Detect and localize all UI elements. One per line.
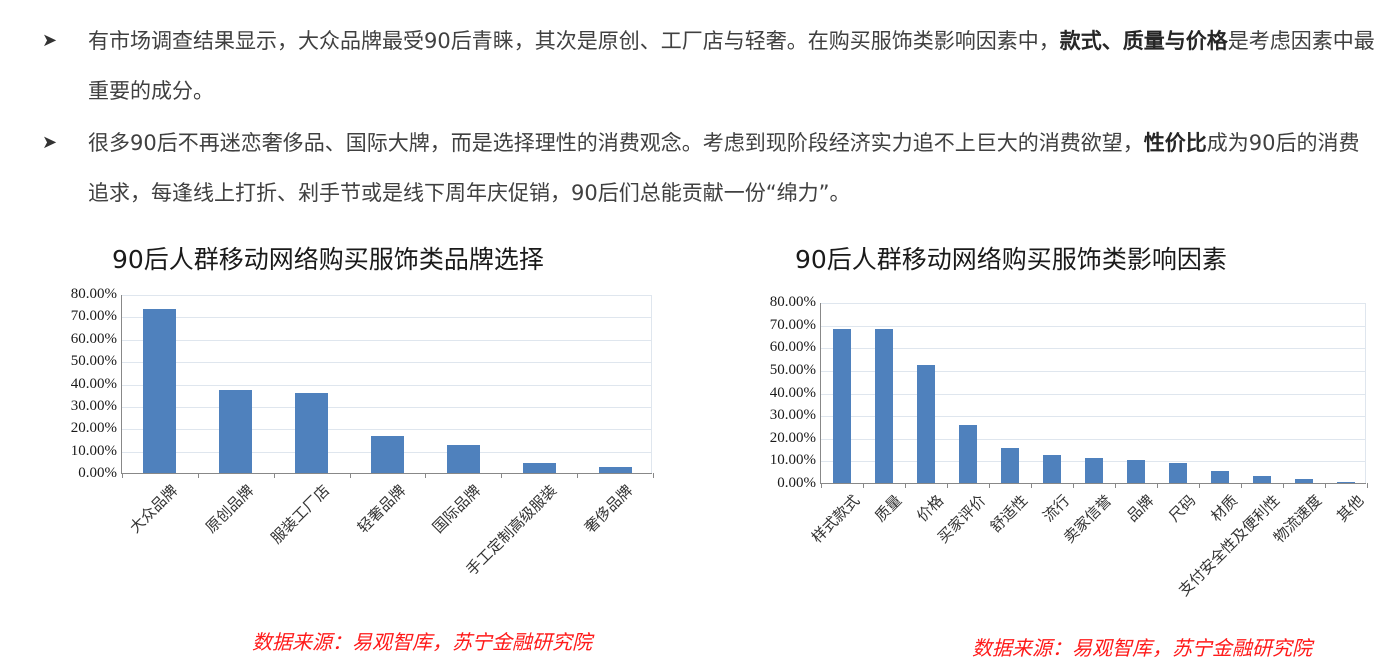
bar <box>959 424 977 483</box>
y-tick-label: 70.00% <box>70 308 117 325</box>
x-tick-mark <box>349 473 351 478</box>
y-tick-label: 0.00% <box>78 465 117 481</box>
bar <box>522 462 556 473</box>
plot-area <box>820 303 1368 488</box>
x-tick-mark <box>197 473 199 478</box>
bar <box>917 364 935 483</box>
bullet-item-1: ➤ 有市场调查结果显示，大众品牌最受90后青睐，其次是原创、工厂店与轻奢。在购买… <box>40 16 1380 116</box>
x-tick-mark <box>1031 483 1032 488</box>
y-tick-label: 80.00% <box>70 286 117 302</box>
bar <box>1169 463 1187 483</box>
bar <box>295 392 329 473</box>
source-note: 数据来源：易观智库，苏宁金融研究院 <box>972 636 1312 660</box>
y-tick-label: 20.00% <box>769 429 816 446</box>
bar <box>143 309 177 473</box>
y-tick-label: 50.00% <box>769 361 816 378</box>
bar <box>1127 459 1145 483</box>
bar <box>1253 476 1271 483</box>
x-tick-mark <box>863 483 864 488</box>
x-tick-mark <box>947 483 948 488</box>
x-tick-mark <box>1325 483 1326 488</box>
bar <box>1085 458 1103 483</box>
y-tick-label: 60.00% <box>70 330 117 347</box>
x-tick-mark <box>425 473 427 478</box>
bar <box>371 436 404 473</box>
source-note: 数据来源：易观智库，苏宁金融研究院 <box>252 630 592 654</box>
bar <box>1337 481 1355 483</box>
y-tick-label: 40.00% <box>70 375 117 392</box>
gridline <box>122 429 652 431</box>
bullet-list: ➤ 有市场调查结果显示，大众品牌最受90后青睐，其次是原创、工厂店与轻奢。在购买… <box>40 16 1380 220</box>
x-tick-mark <box>1199 483 1200 488</box>
bar <box>1043 455 1061 483</box>
bullet-text-bold: 款式、质量与价格 <box>1059 29 1228 53</box>
gridline <box>821 416 1366 418</box>
x-tick-mark <box>1367 483 1368 488</box>
gridline <box>122 339 652 341</box>
brand-choice-chart: 90后人群移动网络购买服饰类品牌选择 数据来源：易观智库，苏宁金融研究院 0.0… <box>70 245 654 654</box>
y-tick-label: 40.00% <box>769 384 816 401</box>
y-tick-label: 30.00% <box>769 407 816 424</box>
bar <box>446 445 480 473</box>
bullet-text: 成为90后的消费追求，每逢线上打折、剁手节或是线下周年庆促销，90后们总能贡献一… <box>88 131 1360 205</box>
chart-title: 90后人群移动网络购买服饰类影响因素 <box>795 245 1227 274</box>
x-tick-mark <box>577 473 579 478</box>
y-tick-label: 50.00% <box>70 353 117 370</box>
bar <box>219 390 253 473</box>
y-tick-label: 30.00% <box>70 397 117 414</box>
x-tick-mark <box>1283 483 1284 488</box>
bullet-text: 有市场调查结果显示，大众品牌最受90后青睐，其次是原创、工厂店与轻奢。在购买服饰… <box>88 29 1060 53</box>
chart-title: 90后人群移动网络购买服饰类品牌选择 <box>112 245 544 274</box>
bullet-item-2: ➤ 很多90后不再迷恋奢侈品、国际大牌，而是选择理性的消费观念。考虑到现阶段经济… <box>40 118 1380 218</box>
x-tick-mark <box>989 483 990 488</box>
arrow-bullet-icon: ➤ <box>42 132 58 153</box>
bar <box>1295 478 1313 483</box>
y-tick-label: 60.00% <box>769 339 816 356</box>
x-tick-mark <box>1157 483 1158 488</box>
plot-area <box>121 295 654 478</box>
gridline <box>821 393 1366 395</box>
gridline <box>122 406 652 408</box>
gridline <box>122 317 652 319</box>
bullet-text-bold: 性价比 <box>1143 131 1207 155</box>
bar <box>1211 470 1229 483</box>
gridline <box>821 438 1366 440</box>
y-tick-label: 10.00% <box>769 452 816 469</box>
bar <box>875 329 893 483</box>
gridline <box>122 362 652 364</box>
x-tick-mark <box>653 473 654 478</box>
x-tick-label: 样式款式 <box>807 491 864 547</box>
x-tick-label: 质量 <box>871 491 906 526</box>
y-tick-label: 80.00% <box>769 294 816 310</box>
y-tick-label: 10.00% <box>70 442 117 459</box>
x-tick-label: 尺码 <box>1165 491 1200 526</box>
x-tick-mark <box>821 483 822 488</box>
gridline <box>821 325 1366 327</box>
y-tick-label: 70.00% <box>769 316 816 333</box>
x-tick-mark <box>905 483 906 488</box>
bar <box>833 328 851 483</box>
x-tick-mark <box>1073 483 1074 488</box>
bar <box>1001 447 1019 483</box>
arrow-bullet-icon: ➤ <box>42 30 58 51</box>
x-tick-label: 品牌 <box>1123 491 1158 526</box>
y-tick-label: 20.00% <box>70 420 117 437</box>
x-tick-mark <box>501 473 503 478</box>
x-tick-label: 舒适性 <box>986 491 1032 536</box>
gridline <box>821 370 1366 372</box>
gridline <box>821 348 1366 350</box>
y-tick-label: 0.00% <box>777 475 816 491</box>
bar <box>598 466 632 473</box>
x-tick-mark <box>1115 483 1116 488</box>
bullet-text: 是考虑因素中最重要的成分。 <box>88 29 1375 103</box>
x-tick-mark <box>273 473 275 478</box>
x-tick-mark <box>1241 483 1242 488</box>
x-tick-mark <box>122 473 123 478</box>
x-tick-label: 其他 <box>1333 491 1368 526</box>
gridline <box>122 384 652 386</box>
bullet-text: 很多90后不再迷恋奢侈品、国际大牌，而是选择理性的消费观念。考虑到现阶段经济实力… <box>88 131 1144 155</box>
